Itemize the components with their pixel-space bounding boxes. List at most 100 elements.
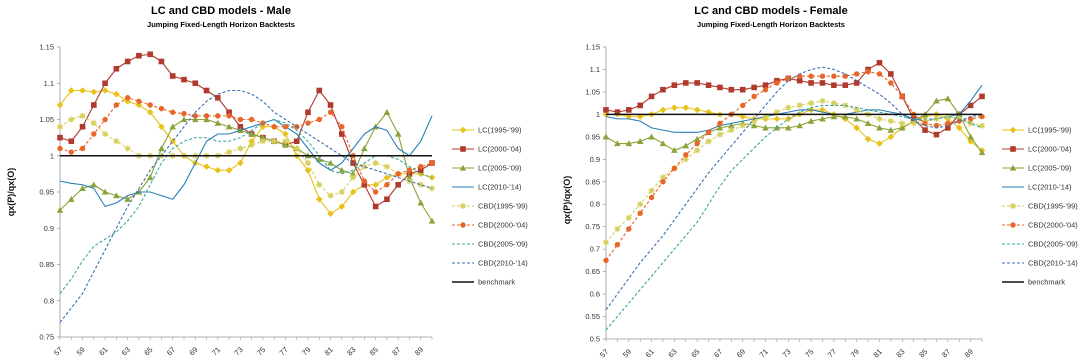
female-x-tick-label: 73	[780, 347, 792, 359]
male-line-lc-2000-04	[59, 53, 433, 208]
female-line-cbd-2005-09	[605, 104, 983, 331]
male-legend-marker	[460, 203, 466, 209]
female-x-tick-label: 85	[917, 347, 929, 359]
male-legend-item: CBD(1995-'99)	[452, 202, 528, 211]
female-point-cbd-2000-04	[705, 129, 712, 136]
male-point-cbd-1995-99	[338, 189, 345, 195]
female-point-lc-2005-09	[876, 124, 883, 131]
male-point-cbd-1995-99	[293, 145, 300, 152]
male-point-cbd-1995-99	[327, 192, 334, 199]
male-series-cbd-2010-14	[59, 89, 433, 323]
male-point-lc-2005-09	[327, 159, 334, 166]
female-x-tick-label: 69	[735, 347, 747, 359]
female-point-cbd-1995-99	[614, 225, 621, 232]
female-x-tick-label: 63	[666, 347, 678, 359]
male-point-lc-2000-04	[169, 73, 176, 79]
female-point-lc-2005-09	[978, 149, 986, 156]
male-point-cbd-2000-04	[226, 113, 232, 119]
male-point-cbd-2000-04	[384, 182, 390, 188]
female-point-cbd-1995-99	[808, 100, 815, 107]
female-point-cbd-1995-99	[853, 106, 860, 113]
male-point-lc-2005-09	[259, 134, 267, 141]
female-point-lc-1995-99	[864, 135, 872, 143]
female-point-cbd-2000-04	[945, 120, 951, 127]
male-legend-item: CBD(2005-'09)	[452, 240, 528, 249]
female-legend: LC(1995-'99) LC(2000-'04) LC(2005-'09) LC(2…	[1002, 126, 1078, 287]
female-point-cbd-2000-04	[660, 179, 666, 185]
female-point-lc-2000-04	[933, 131, 940, 138]
male-point-cbd-2000-04	[158, 105, 165, 112]
male-point-lc-2000-04	[158, 58, 165, 65]
male-chart-subtitle: Jumping Fixed-Length Horizon Backtests	[147, 20, 295, 29]
female-x-tick-label: 87	[940, 347, 952, 359]
male-point-cbd-1995-99	[226, 149, 233, 156]
female-point-lc-2005-09	[682, 142, 690, 149]
female-point-lc-1995-99	[682, 104, 690, 111]
male-point-lc-2005-09	[101, 188, 109, 195]
male-x-tick-label: 61	[97, 345, 109, 357]
female-legend-marker	[1009, 126, 1017, 134]
male-point-cbd-1995-99	[350, 174, 357, 181]
male-point-lc-2000-04	[406, 171, 413, 177]
male-x-tick-label: 59	[75, 345, 87, 357]
female-line-lc-2000-04	[605, 62, 983, 136]
male-line-cbd-1995-99	[59, 115, 433, 197]
female-point-cbd-1995-99	[603, 239, 609, 246]
male-line-lc-2010-14	[59, 115, 433, 208]
female-point-cbd-2000-04	[819, 73, 826, 79]
male-x-tick-label: 83	[345, 345, 357, 357]
male-point-cbd-2000-04	[327, 109, 334, 115]
female-point-lc-2000-04	[603, 107, 609, 113]
male-point-cbd-1995-99	[90, 120, 97, 127]
female-point-lc-1995-99	[773, 115, 781, 123]
male-point-lc-2005-09	[56, 206, 64, 213]
female-point-lc-2005-09	[830, 113, 838, 120]
male-y-tick-label: 0.75	[39, 333, 54, 342]
male-line-cbd-2000-04	[59, 97, 433, 193]
male-legend-marker	[459, 164, 467, 171]
female-y-tick-label: 1.05	[585, 87, 600, 96]
female-legend-marker	[1009, 164, 1017, 171]
female-point-lc-2000-04	[945, 125, 951, 131]
female-point-cbd-2000-04	[648, 194, 655, 201]
female-point-cbd-2000-04	[740, 102, 746, 109]
female-y-tick-label: 1.15	[585, 43, 600, 52]
female-y-tick-label: 0.75	[585, 222, 600, 231]
male-legend-label: CBD(1995-'99)	[478, 202, 528, 211]
female-point-cbd-1995-99	[625, 214, 632, 221]
male-point-lc-2000-04	[293, 138, 300, 145]
female-legend-item: LC(2010-'14)	[1002, 183, 1072, 192]
female-y-tick-label: 0.55	[585, 312, 600, 321]
female-point-lc-1995-99	[853, 124, 860, 132]
female-y-tick-label: 0.65	[585, 267, 600, 276]
female-point-cbd-1995-99	[887, 118, 894, 125]
female-legend-label: LC(1995-'99)	[1028, 126, 1072, 135]
male-point-cbd-1995-99	[282, 138, 289, 145]
female-x-tick-label: 83	[894, 347, 906, 359]
female-legend-item: LC(2005-'09)	[1002, 164, 1072, 173]
male-point-cbd-2000-04	[429, 160, 435, 166]
male-legend-label: LC(2000-'04)	[478, 145, 522, 154]
male-point-cbd-2000-04	[395, 171, 401, 177]
male-point-cbd-2000-04	[68, 149, 74, 155]
male-line-cbd-2005-09	[59, 118, 433, 294]
female-x-tick-label: 65	[689, 347, 701, 359]
female-point-cbd-1995-99	[773, 109, 780, 116]
female-y-tick-label: 0.85	[585, 177, 600, 186]
male-legend-marker	[460, 222, 466, 228]
female-point-cbd-2000-04	[694, 140, 700, 147]
female-legend-item: CBD(2010-'14)	[1002, 259, 1078, 268]
male-point-cbd-2000-04	[237, 116, 244, 123]
female-point-cbd-2000-04	[762, 86, 769, 93]
male-point-lc-2000-04	[339, 131, 345, 137]
female-point-lc-2000-04	[739, 86, 746, 93]
female-point-cbd-1995-99	[637, 201, 644, 208]
male-chart-title: LC and CBD models - Male	[151, 5, 291, 17]
male-x-tick-label: 89	[413, 345, 425, 357]
male-series-cbd-2005-09	[59, 118, 433, 294]
female-x-tick-label: 75	[803, 347, 815, 359]
female-point-cbd-2000-04	[922, 120, 928, 127]
female-point-cbd-2000-04	[831, 73, 837, 79]
male-point-lc-1995-99	[101, 87, 109, 94]
